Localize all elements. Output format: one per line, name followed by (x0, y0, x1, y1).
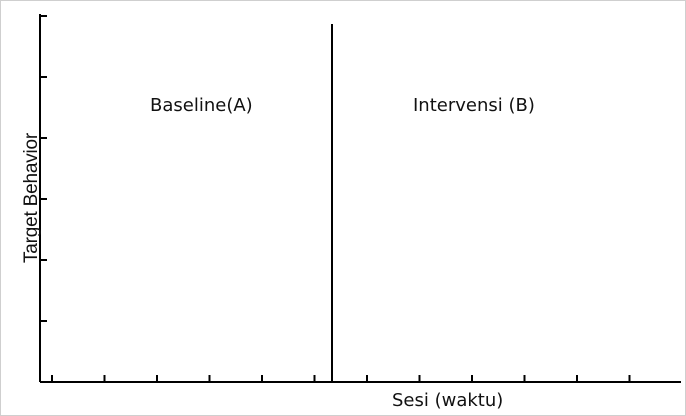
x-axis-label: Sesi (waktu) (392, 390, 504, 411)
y-axis-label: Target Behavior (21, 132, 42, 264)
phase-label-intervention: Intervensi (B) (413, 95, 535, 116)
x-ticks (51, 375, 631, 382)
phase-label-baseline: Baseline(A) (150, 95, 253, 116)
y-ticks (40, 15, 47, 322)
